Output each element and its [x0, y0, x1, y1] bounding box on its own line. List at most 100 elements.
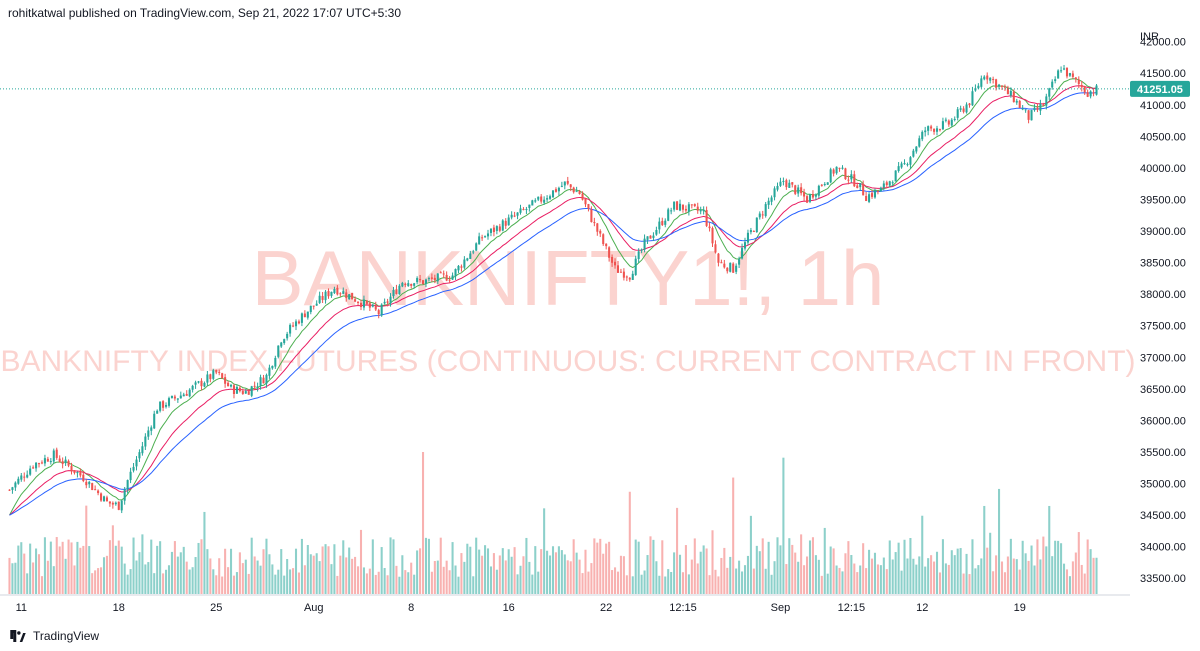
- volume-bar: [906, 558, 909, 594]
- candle-body: [436, 273, 439, 282]
- candle-body: [525, 209, 528, 211]
- candle-body: [841, 167, 844, 169]
- volume-bar: [478, 549, 481, 594]
- volume-bar: [1089, 549, 1092, 594]
- candle-body: [950, 119, 953, 126]
- volume-bar: [424, 537, 428, 594]
- volume-bar: [82, 545, 85, 594]
- price-tick-label: 40500.00: [1140, 131, 1186, 143]
- candle-body: [46, 458, 49, 462]
- volume-bar: [723, 547, 726, 594]
- candle-body: [336, 287, 339, 295]
- volume-bar: [150, 539, 153, 594]
- volume-bar: [856, 572, 859, 594]
- volume-bar: [70, 542, 73, 594]
- volume-bar: [968, 574, 971, 594]
- time-axis[interactable]: 11 18 25 Aug 8 16 22 12:15 Sep 12:15 12 19: [16, 602, 1026, 614]
- candle-body: [643, 238, 646, 250]
- volume-bar: [377, 571, 380, 594]
- price-tick-label: 34000.00: [1140, 542, 1186, 554]
- candle-body: [147, 430, 150, 437]
- candle-body: [746, 232, 749, 243]
- candle-body: [469, 253, 472, 259]
- time-tick-label: 19: [1014, 602, 1026, 614]
- ema-fast-line: [9, 78, 1097, 516]
- volume-bar: [318, 561, 321, 594]
- volume-bar: [286, 559, 289, 594]
- candle-body: [605, 243, 608, 247]
- volume-bar: [915, 564, 918, 594]
- candle-body: [723, 263, 726, 268]
- volume-bar: [247, 573, 250, 594]
- volume-bar: [238, 552, 241, 594]
- volume-bar: [711, 530, 714, 594]
- price-tick-label: 35500.00: [1140, 447, 1186, 459]
- price-axis[interactable]: INR 42000.00 41500.00 41000.00 40500.00 4000…: [1140, 31, 1186, 585]
- price-tick-label: 39500.00: [1140, 194, 1186, 206]
- candle-body: [915, 146, 918, 152]
- candle-body: [983, 76, 986, 80]
- volume-bar: [613, 567, 617, 594]
- candle-body: [132, 466, 135, 471]
- volume-bar: [918, 556, 921, 594]
- candlestick-chart[interactable]: BANKNIFTY1!, 1h BANKNIFTY INDEX FUTURES …: [0, 23, 1200, 623]
- volume-bar: [365, 573, 368, 594]
- volume-bar: [640, 574, 643, 594]
- volume-bar: [244, 559, 247, 594]
- candle-body: [268, 367, 271, 376]
- candle-body: [986, 75, 989, 80]
- candle-body: [79, 470, 82, 476]
- volume-bar: [729, 556, 732, 594]
- chart-canvas[interactable]: BANKNIFTY1!, 1h BANKNIFTY INDEX FUTURES …: [0, 23, 1200, 623]
- volume-bar: [761, 538, 764, 594]
- candle-body: [566, 180, 569, 184]
- candle-body: [49, 461, 52, 463]
- volume-bar: [241, 563, 244, 594]
- candle-body: [980, 78, 983, 87]
- candle-body: [259, 377, 262, 386]
- candle-body: [265, 374, 268, 384]
- candle-body: [105, 497, 108, 502]
- volume-bar: [738, 560, 741, 594]
- volume-bar: [587, 571, 590, 594]
- volume-bar: [501, 548, 504, 594]
- volume-bar: [977, 565, 980, 594]
- price-tick-label: 41000.00: [1140, 100, 1186, 112]
- candle-body: [362, 299, 365, 308]
- volume-bar: [404, 570, 407, 594]
- volume-bar: [581, 573, 584, 594]
- volume-bar: [965, 553, 968, 594]
- candle-body: [965, 104, 968, 113]
- candle-body: [73, 470, 76, 473]
- candle-body: [995, 79, 998, 88]
- volume-bar: [94, 570, 97, 594]
- candle-body: [673, 201, 676, 210]
- candle-body: [785, 180, 788, 188]
- candle-body: [708, 226, 711, 229]
- volume-bar: [924, 566, 927, 594]
- candle-body: [676, 201, 679, 210]
- candle-body: [235, 386, 238, 394]
- volume-bar: [838, 567, 841, 594]
- candle-body: [631, 273, 634, 280]
- candle-body: [475, 243, 478, 251]
- candle-body: [100, 493, 103, 501]
- candle-body: [749, 230, 752, 233]
- volume-bar: [135, 560, 138, 594]
- volume-bar: [779, 545, 782, 594]
- candle-body: [956, 109, 959, 118]
- volume-bar: [315, 553, 318, 594]
- volume-bar: [752, 568, 755, 594]
- footer-brand-text: TradingView: [33, 629, 100, 643]
- candle-body: [906, 164, 909, 166]
- currency-label: INR: [1140, 31, 1159, 43]
- candle-body: [912, 150, 915, 157]
- volume-bar: [879, 565, 882, 594]
- volume-bar: [543, 508, 546, 594]
- volume-bar: [983, 505, 986, 594]
- volume-bar: [894, 552, 897, 594]
- candle-body: [401, 282, 404, 287]
- candle-body: [241, 391, 244, 394]
- volume-bar: [383, 568, 386, 594]
- candle-body: [702, 209, 705, 212]
